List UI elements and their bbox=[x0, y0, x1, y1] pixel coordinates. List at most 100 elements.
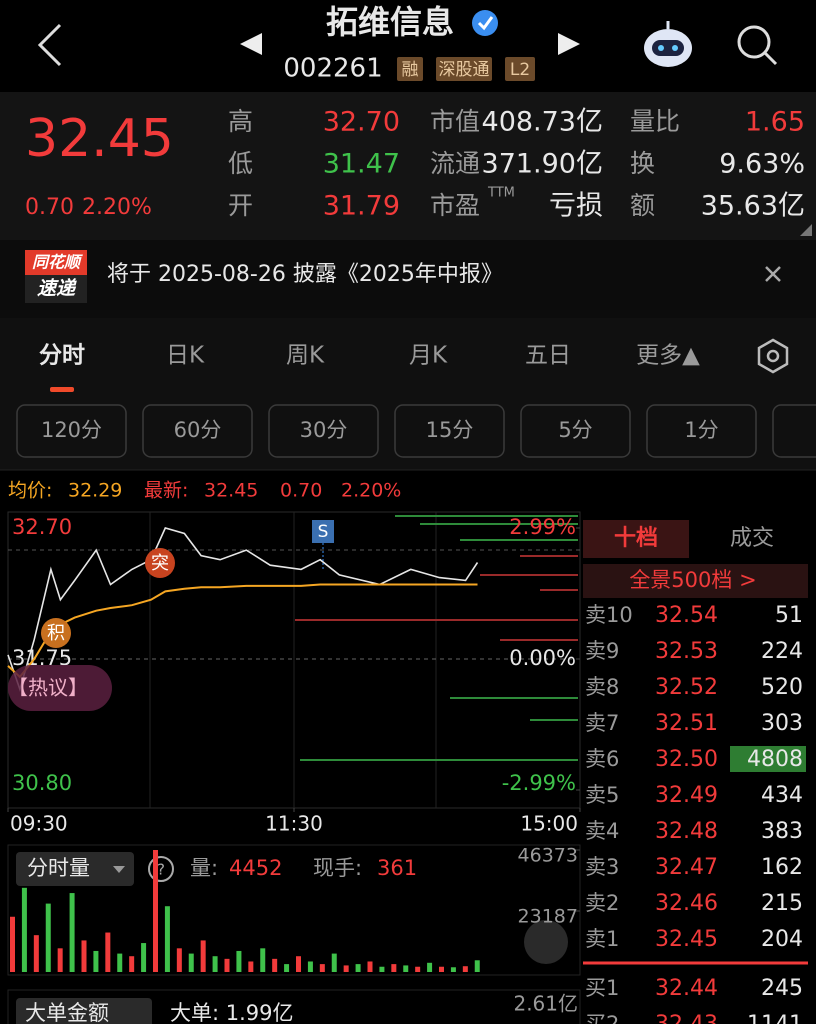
annotation: 【热议】 bbox=[8, 676, 88, 700]
period-button[interactable] bbox=[394, 404, 505, 458]
next-stock[interactable] bbox=[558, 33, 580, 55]
period-button[interactable] bbox=[16, 404, 127, 458]
chart-tab[interactable]: 分时 bbox=[39, 343, 85, 369]
volume-bar bbox=[343, 965, 349, 972]
y-tick-label: 46373 bbox=[518, 845, 578, 867]
depth-bars bbox=[295, 515, 578, 761]
period-button[interactable] bbox=[772, 404, 816, 458]
volume-bar bbox=[153, 850, 158, 972]
ask-volume: 162 bbox=[761, 855, 803, 880]
period-button[interactable] bbox=[142, 404, 253, 458]
volume-bar bbox=[141, 943, 147, 972]
volume-bar bbox=[319, 964, 325, 972]
volume-bar bbox=[164, 906, 170, 972]
y-tick-label: 23187 bbox=[518, 905, 578, 927]
volume-bar bbox=[403, 965, 409, 972]
volume-frame bbox=[7, 844, 581, 976]
ask-volume: 215 bbox=[761, 891, 803, 916]
volume-bar bbox=[331, 953, 337, 972]
close-notice[interactable] bbox=[765, 266, 781, 282]
ask-price: 32.46 bbox=[655, 891, 718, 916]
last-price: 32.45 bbox=[25, 109, 174, 169]
book-tab[interactable]: 成交 bbox=[730, 526, 774, 551]
stat-label: 市值 bbox=[430, 107, 480, 136]
stat-label: 市盈 bbox=[430, 191, 480, 220]
settings-icon[interactable] bbox=[757, 338, 789, 374]
ask-price: 32.54 bbox=[655, 603, 718, 628]
bigorder-select[interactable] bbox=[16, 998, 152, 1024]
bid-price: 32.44 bbox=[655, 976, 718, 1001]
volume-bar bbox=[117, 953, 123, 972]
y-tick-label: 30.80 bbox=[12, 771, 72, 795]
volume-bar bbox=[200, 940, 206, 972]
prev-stock[interactable] bbox=[240, 33, 262, 55]
price-change-pct: 2.20% bbox=[82, 195, 152, 220]
period-label: 30分 bbox=[300, 418, 348, 442]
stat-value: 31.47 bbox=[323, 149, 400, 180]
stat-sup: TTM bbox=[487, 186, 515, 201]
volume-bar bbox=[307, 961, 313, 972]
chart-tab[interactable]: 周K bbox=[286, 343, 325, 369]
marker-bg bbox=[41, 618, 71, 648]
chart-tab[interactable]: 五日 bbox=[525, 343, 571, 369]
help-icon[interactable] bbox=[148, 856, 174, 882]
volume-bar bbox=[391, 964, 397, 972]
ask-label: 卖1 bbox=[585, 927, 619, 951]
summary-avg: 32.29 bbox=[68, 480, 122, 502]
period-button[interactable] bbox=[268, 404, 379, 458]
tag-bg bbox=[397, 57, 423, 81]
annotation: 积 bbox=[47, 623, 65, 644]
bid-volume: 245 bbox=[761, 976, 803, 1001]
volume-bar bbox=[296, 956, 301, 972]
chart-tab[interactable]: 日K bbox=[166, 343, 205, 369]
volume-bar bbox=[248, 961, 254, 972]
annotation: S bbox=[318, 522, 329, 542]
stat-label: 换 bbox=[630, 149, 655, 178]
volume-bar bbox=[272, 958, 278, 972]
x-tick-label: 09:30 bbox=[10, 812, 68, 836]
stat-label: 额 bbox=[630, 191, 655, 220]
bid-label: 买2 bbox=[585, 1012, 619, 1024]
search-button[interactable] bbox=[737, 25, 778, 66]
ask-label: 卖2 bbox=[585, 891, 619, 915]
stat-label: 低 bbox=[228, 149, 253, 178]
stock-tag: 深股通 bbox=[439, 60, 490, 80]
ask-price: 32.45 bbox=[655, 927, 718, 952]
book-tab[interactable]: 十档 bbox=[614, 526, 658, 551]
period-label: 5分 bbox=[558, 418, 592, 442]
notice-bar bbox=[0, 240, 816, 318]
price-line bbox=[7, 527, 479, 692]
y2-tick-label: 2.99% bbox=[509, 515, 576, 539]
volume-bar bbox=[212, 956, 218, 972]
marker-bg bbox=[145, 548, 175, 578]
marker-bg bbox=[312, 520, 334, 543]
ask-volume: 520 bbox=[761, 675, 803, 700]
volume-select[interactable] bbox=[16, 852, 134, 886]
chart-tab[interactable]: 更多▲ bbox=[636, 343, 700, 369]
fullscreen-button[interactable] bbox=[524, 920, 568, 964]
badge-bottom bbox=[25, 275, 87, 303]
volume-bar bbox=[69, 893, 75, 972]
volume-bar bbox=[188, 953, 194, 972]
back-button[interactable] bbox=[37, 23, 62, 67]
tab-underline bbox=[50, 387, 74, 392]
panel-title: 大单金额 bbox=[25, 1001, 109, 1024]
volume-bar bbox=[355, 964, 361, 972]
volume-bar bbox=[462, 966, 468, 972]
volume-bar bbox=[21, 887, 27, 972]
period-button[interactable] bbox=[646, 404, 757, 458]
annotation: 突 bbox=[151, 553, 169, 574]
volume-bar bbox=[367, 961, 373, 972]
volume-bar bbox=[57, 948, 63, 972]
robot-icon[interactable] bbox=[644, 21, 692, 67]
ask-label: 卖9 bbox=[585, 639, 619, 663]
volume-bar bbox=[10, 916, 15, 972]
y2-tick-label: 0.00% bbox=[509, 646, 576, 670]
period-label: 60分 bbox=[174, 418, 222, 442]
chart-tab[interactable]: 月K bbox=[409, 343, 448, 369]
period-button[interactable] bbox=[520, 404, 631, 458]
volume-bar bbox=[450, 967, 456, 972]
volume-bar bbox=[284, 964, 290, 972]
bid-volume: 1141 bbox=[747, 1012, 803, 1024]
quote-panel bbox=[0, 92, 816, 240]
